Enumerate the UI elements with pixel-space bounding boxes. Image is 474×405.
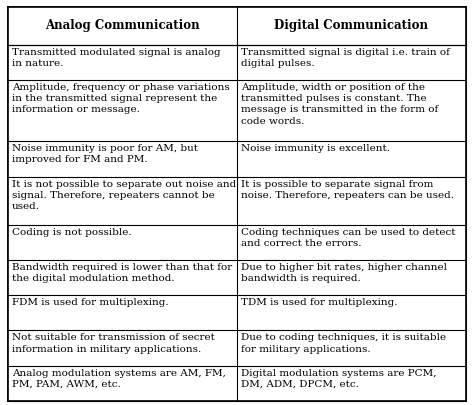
Text: Noise immunity is excellent.: Noise immunity is excellent.: [241, 144, 390, 153]
Text: Coding techniques can be used to detect
and correct the errors.: Coding techniques can be used to detect …: [241, 228, 456, 248]
Text: Analog Communication: Analog Communication: [45, 19, 200, 32]
Bar: [8, 260, 237, 295]
Bar: [237, 80, 466, 141]
Text: Bandwidth required is lower than that for
the digital modulation method.: Bandwidth required is lower than that fo…: [12, 263, 232, 283]
Text: Due to coding techniques, it is suitable
for military applications.: Due to coding techniques, it is suitable…: [241, 333, 446, 354]
Bar: [8, 366, 237, 401]
Bar: [8, 80, 237, 141]
Text: Transmitted modulated signal is analog
in nature.: Transmitted modulated signal is analog i…: [12, 48, 220, 68]
Text: Noise immunity is poor for AM, but
improved for FM and PM.: Noise immunity is poor for AM, but impro…: [12, 144, 198, 164]
Bar: [8, 7, 466, 45]
Bar: [8, 330, 237, 366]
Bar: [237, 295, 466, 330]
Text: Analog modulation systems are AM, FM,
PM, PAM, AWM, etc.: Analog modulation systems are AM, FM, PM…: [12, 369, 226, 389]
Text: It is possible to separate signal from
noise. Therefore, repeaters can be used.: It is possible to separate signal from n…: [241, 179, 454, 200]
Text: Not suitable for transmission of secret
information in military applications.: Not suitable for transmission of secret …: [12, 333, 215, 354]
Bar: [237, 330, 466, 366]
Bar: [237, 141, 466, 177]
Bar: [8, 177, 237, 225]
Text: Coding is not possible.: Coding is not possible.: [12, 228, 132, 237]
Bar: [237, 225, 466, 260]
Bar: [237, 177, 466, 225]
Text: Amplitude, width or position of the
transmitted pulses is constant. The
message : Amplitude, width or position of the tran…: [241, 83, 438, 126]
Text: Digital Communication: Digital Communication: [274, 19, 428, 32]
Bar: [8, 295, 237, 330]
Bar: [8, 141, 237, 177]
Text: TDM is used for multiplexing.: TDM is used for multiplexing.: [241, 298, 398, 307]
Bar: [237, 260, 466, 295]
Text: Due to higher bit rates, higher channel
bandwidth is required.: Due to higher bit rates, higher channel …: [241, 263, 447, 283]
Text: It is not possible to separate out noise and
signal. Therefore, repeaters cannot: It is not possible to separate out noise…: [12, 179, 236, 211]
Text: Transmitted signal is digital i.e. train of
digital pulses.: Transmitted signal is digital i.e. train…: [241, 48, 450, 68]
Text: Digital modulation systems are PCM,
DM, ADM, DPCM, etc.: Digital modulation systems are PCM, DM, …: [241, 369, 437, 389]
Text: Amplitude, frequency or phase variations
in the transmitted signal represent the: Amplitude, frequency or phase variations…: [12, 83, 230, 115]
Bar: [237, 366, 466, 401]
Text: FDM is used for multiplexing.: FDM is used for multiplexing.: [12, 298, 169, 307]
Bar: [8, 225, 237, 260]
Bar: [8, 45, 237, 80]
Bar: [237, 45, 466, 80]
